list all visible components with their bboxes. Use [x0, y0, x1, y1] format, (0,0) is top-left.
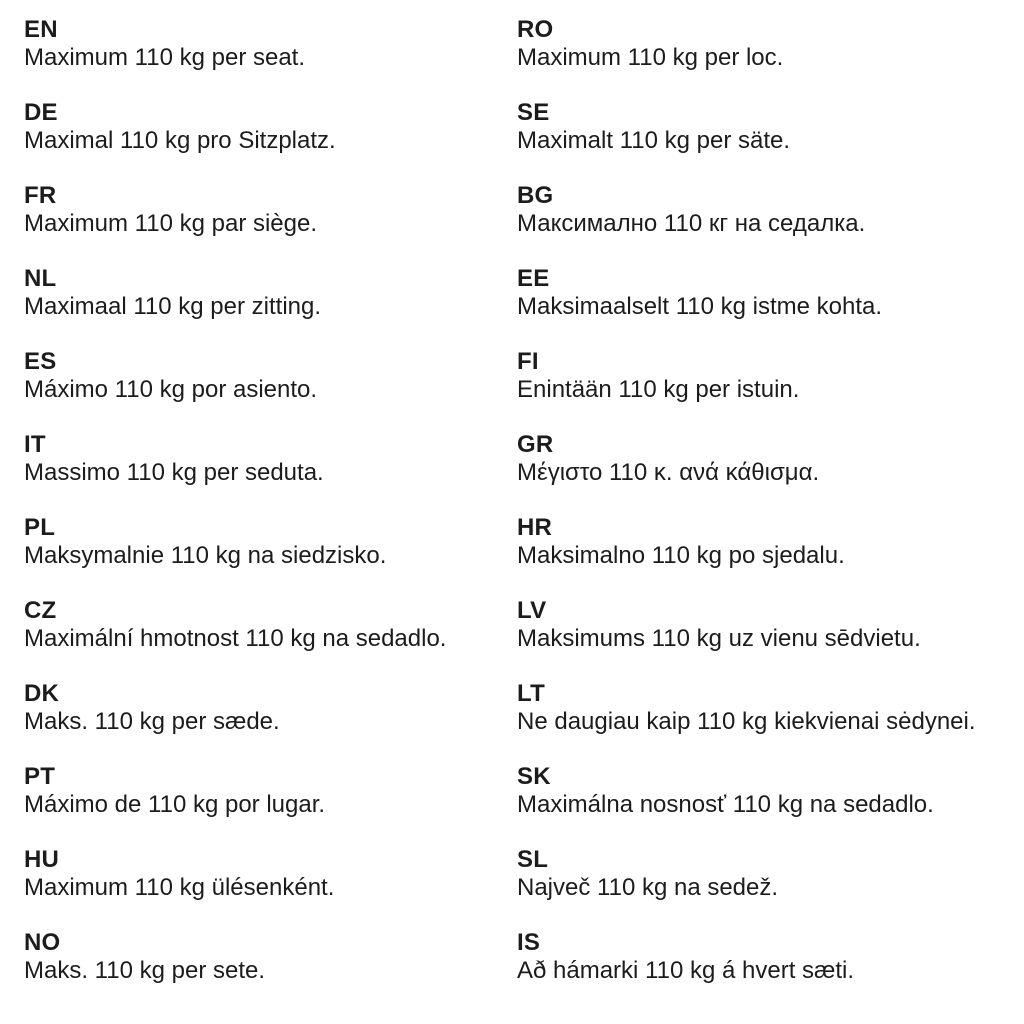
language-entry: DK Maks. 110 kg per sæde.	[24, 680, 504, 763]
language-entry: SE Maximalt 110 kg per säte.	[517, 99, 1017, 182]
translation-text: Maximum 110 kg par siège.	[24, 210, 318, 237]
translation-text: Massimo 110 kg per seduta.	[24, 459, 324, 486]
language-entry: LT Ne daugiau kaip 110 kg kiekvienai sėd…	[517, 680, 1017, 763]
language-column-left: EN Maximum 110 kg per seat. DE Maximal 1…	[24, 16, 504, 1012]
language-code: IS	[517, 929, 541, 956]
translation-text: Maksimaalselt 110 kg istme kohta.	[517, 293, 883, 320]
language-code: DK	[24, 680, 60, 707]
language-code: PL	[24, 514, 56, 541]
language-code: PT	[24, 763, 56, 790]
language-entry: BG Максимално 110 кг на седалка.	[517, 182, 1017, 265]
language-code: NO	[24, 929, 61, 956]
language-code: CZ	[24, 597, 57, 624]
language-code: SE	[517, 99, 550, 126]
language-entry: FR Maximum 110 kg par siège.	[24, 182, 504, 265]
translation-text: Maximální hmotnost 110 kg na sedadlo.	[24, 625, 447, 652]
translation-text: Maksymalnie 110 kg na siedzisko.	[24, 542, 387, 569]
language-entry: LV Maksimums 110 kg uz vienu sēdvietu.	[517, 597, 1017, 680]
language-entry: NL Maximaal 110 kg per zitting.	[24, 265, 504, 348]
language-code: EE	[517, 265, 550, 292]
language-entry: PT Máximo de 110 kg por lugar.	[24, 763, 504, 846]
language-code: FI	[517, 348, 539, 375]
translation-text: Največ 110 kg na sedež.	[517, 874, 779, 901]
language-code: HR	[517, 514, 553, 541]
language-code: EN	[24, 16, 58, 43]
language-entry: NO Maks. 110 kg per sete.	[24, 929, 504, 1012]
language-entry: DE Maximal 110 kg pro Sitzplatz.	[24, 99, 504, 182]
language-entry: SK Maximálna nosnosť 110 kg na sedadlo.	[517, 763, 1017, 846]
language-code: LV	[517, 597, 547, 624]
language-code: BG	[517, 182, 554, 209]
translation-text: Að hámarki 110 kg á hvert sæti.	[517, 957, 855, 984]
translation-text: Maximum 110 kg per seat.	[24, 44, 306, 71]
language-entry: EN Maximum 110 kg per seat.	[24, 16, 504, 99]
language-code: ES	[24, 348, 57, 375]
language-code: SK	[517, 763, 551, 790]
translation-text: Μέγιστο 110 κ. ανά κάθισμα.	[517, 459, 820, 486]
language-entry: IS Að hámarki 110 kg á hvert sæti.	[517, 929, 1017, 1012]
language-entry: PL Maksymalnie 110 kg na siedzisko.	[24, 514, 504, 597]
language-code: SL	[517, 846, 549, 873]
translation-text: Máximo 110 kg por asiento.	[24, 376, 318, 403]
translation-text: Maksimalno 110 kg po sjedalu.	[517, 542, 845, 569]
translation-text: Enintään 110 kg per istuin.	[517, 376, 800, 403]
language-code: LT	[517, 680, 545, 707]
language-code: NL	[24, 265, 57, 292]
language-entry: CZ Maximální hmotnost 110 kg na sedadlo.	[24, 597, 504, 680]
language-code: GR	[517, 431, 554, 458]
translation-text: Maximálna nosnosť 110 kg na sedadlo.	[517, 791, 934, 818]
translation-text: Maximalt 110 kg per säte.	[517, 127, 791, 154]
language-column-right: RO Maximum 110 kg per loc. SE Maximalt 1…	[517, 16, 1017, 1012]
language-entry: SL Največ 110 kg na sedež.	[517, 846, 1017, 929]
language-code: IT	[24, 431, 46, 458]
language-entry: RO Maximum 110 kg per loc.	[517, 16, 1017, 99]
language-code: DE	[24, 99, 58, 126]
language-entry: HR Maksimalno 110 kg po sjedalu.	[517, 514, 1017, 597]
language-entry: HU Maximum 110 kg ülésenként.	[24, 846, 504, 929]
translation-text: Максимално 110 кг на седалка.	[517, 210, 866, 237]
translation-text: Maks. 110 kg per sete.	[24, 957, 266, 984]
translation-text: Maks. 110 kg per sæde.	[24, 708, 280, 735]
language-entry: GR Μέγιστο 110 κ. ανά κάθισμα.	[517, 431, 1017, 514]
translation-text: Maximum 110 kg ülésenként.	[24, 874, 335, 901]
translation-text: Maximaal 110 kg per zitting.	[24, 293, 322, 320]
translation-text: Maksimums 110 kg uz vienu sēdvietu.	[517, 625, 921, 652]
language-entry: EE Maksimaalselt 110 kg istme kohta.	[517, 265, 1017, 348]
translation-text: Maximal 110 kg pro Sitzplatz.	[24, 127, 336, 154]
language-entry: FI Enintään 110 kg per istuin.	[517, 348, 1017, 431]
translation-text: Maximum 110 kg per loc.	[517, 44, 784, 71]
language-code: RO	[517, 16, 554, 43]
language-code: FR	[24, 182, 57, 209]
language-entry: ES Máximo 110 kg por asiento.	[24, 348, 504, 431]
translation-text: Máximo de 110 kg por lugar.	[24, 791, 326, 818]
translation-text: Ne daugiau kaip 110 kg kiekvienai sėdyne…	[517, 708, 976, 735]
language-code: HU	[24, 846, 60, 873]
language-entry: IT Massimo 110 kg per seduta.	[24, 431, 504, 514]
